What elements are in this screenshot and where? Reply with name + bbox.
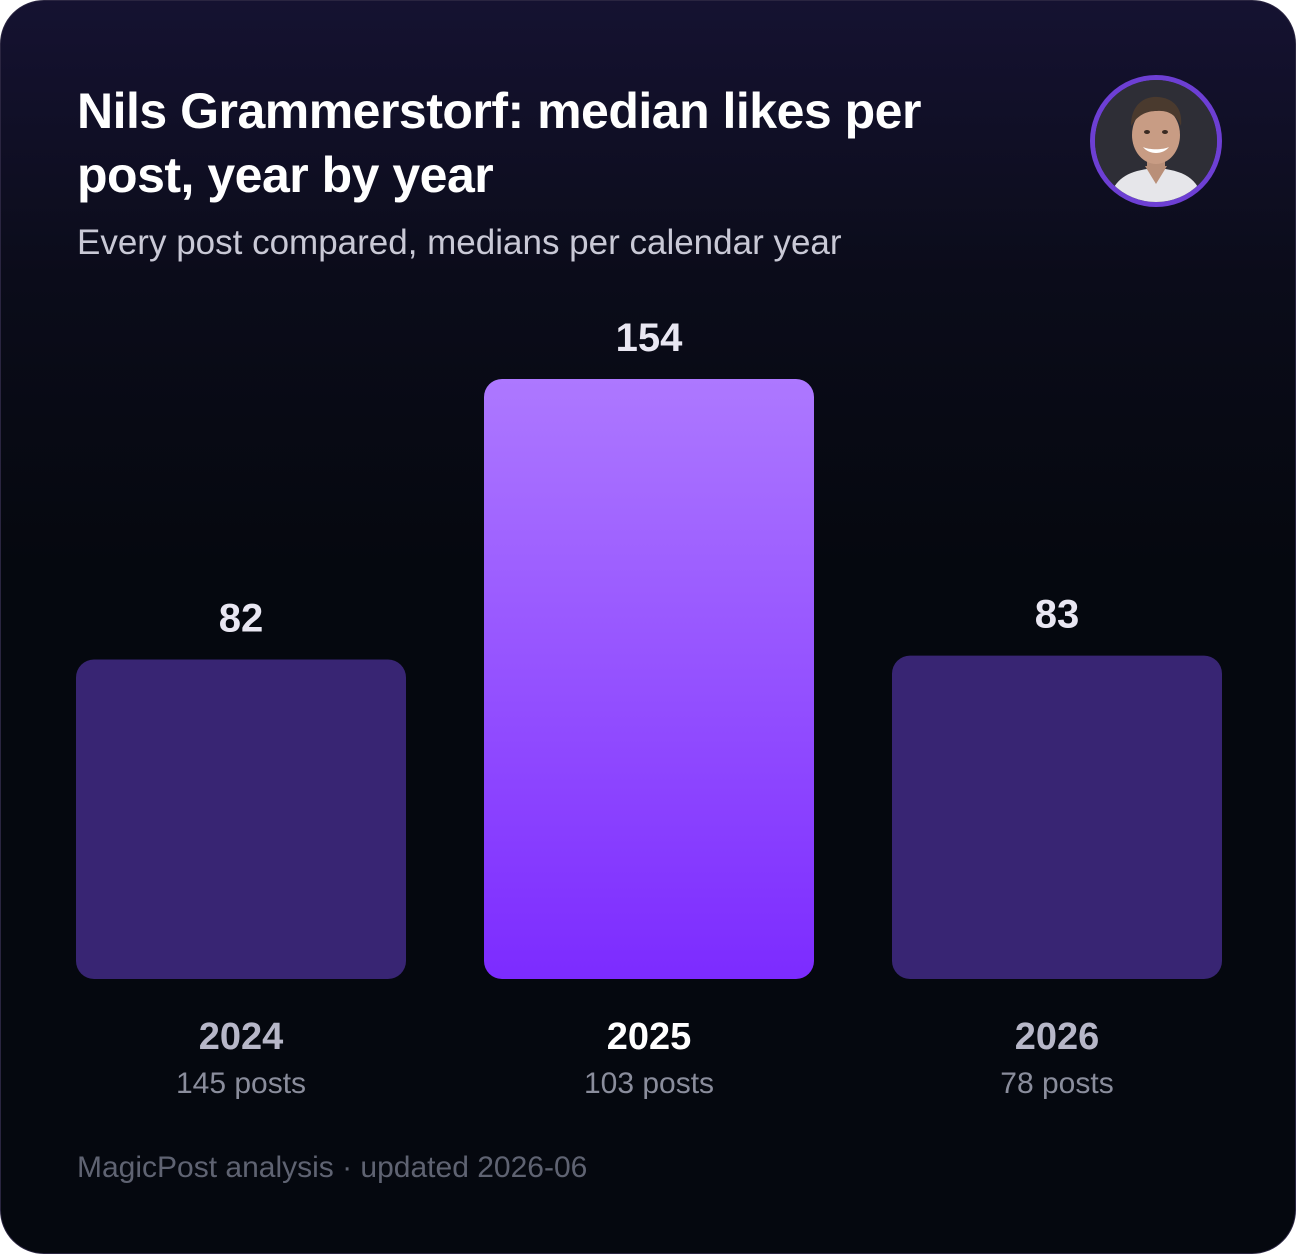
footer-note: MagicPost analysis · updated 2026-06 [77,1147,587,1189]
profile-photo-icon [1095,80,1217,202]
year-label-2026: 2026 [1015,1016,1100,1058]
value-label-2024: 82 [219,597,264,641]
posts-count-label-2024: 145 posts [176,1067,306,1100]
value-label-2026: 83 [1035,593,1080,637]
avatar [1090,75,1222,207]
bar-2026 [892,656,1222,979]
bar-2025 [484,379,814,979]
bar-chart: 82 2024 145 posts 154 2025 103 posts 83 2026 78 … [1,301,1296,1131]
posts-count-label-2025: 103 posts [584,1067,714,1100]
year-label-2025: 2025 [607,1016,692,1058]
bar-2024 [76,660,406,979]
value-label-2025: 154 [616,316,683,360]
posts-count-label-2026: 78 posts [1000,1067,1113,1100]
chart-title: Nils Grammerstorf: median likes per post… [77,79,1037,207]
chart-subtitle: Every post compared, medians per calenda… [77,219,842,267]
year-label-2024: 2024 [199,1016,284,1058]
